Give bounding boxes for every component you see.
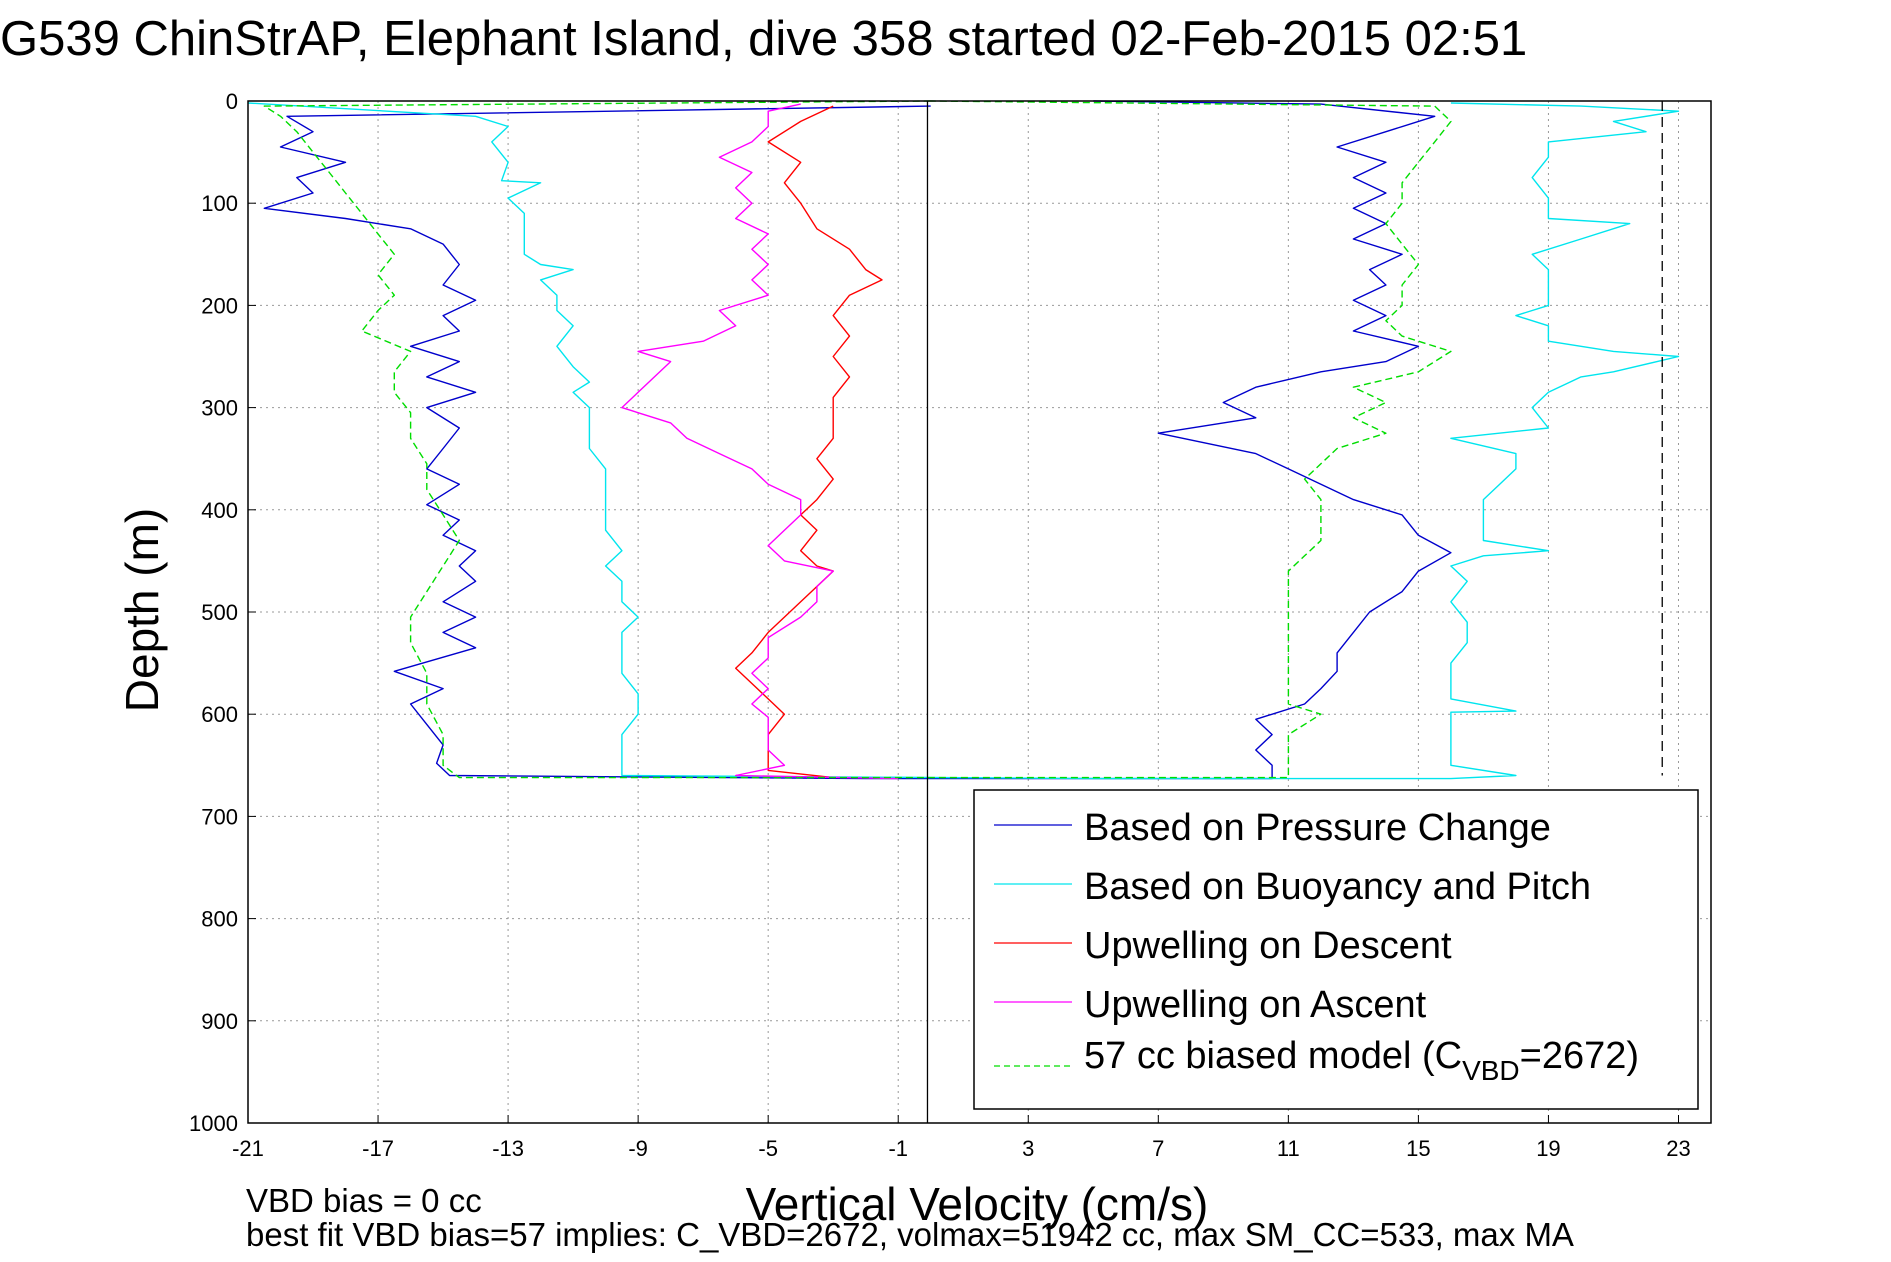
- y-ticks: 0 100 200 300 400 500 600 700 800 900 1000: [189, 89, 256, 1136]
- y-tick-label: 700: [201, 804, 238, 829]
- x-tick-label: 15: [1406, 1136, 1430, 1161]
- legend-model-suffix: =2672): [1520, 1035, 1639, 1077]
- legend-label-buoyancy: Based on Buoyancy and Pitch: [1084, 866, 1591, 908]
- divider-layer: [926, 101, 1663, 1123]
- y-tick-label: 800: [201, 907, 238, 932]
- series-line-5: [263, 100, 1452, 779]
- legend-label-descent: Upwelling on Descent: [1084, 925, 1452, 967]
- x-axis-label: Vertical Velocity (cm/s): [746, 1178, 1209, 1230]
- y-tick-label: 500: [201, 600, 238, 625]
- x-tick-label: -1: [888, 1136, 908, 1161]
- y-tick-label: 600: [201, 702, 238, 727]
- footer-line-2: best fit VBD bias=57 implies: C_VBD=2672…: [246, 1216, 1574, 1253]
- y-tick-label: 200: [201, 293, 238, 318]
- legend-model-prefix: 57 cc biased model (C: [1084, 1035, 1462, 1077]
- x-tick-label: 23: [1666, 1136, 1690, 1161]
- legend-label-ascent: Upwelling on Ascent: [1084, 984, 1427, 1026]
- x-tick-label: -13: [492, 1136, 524, 1161]
- chart-title: G539 ChinStrAP, Elephant Island, dive 35…: [0, 12, 1527, 66]
- x-ticks: -21 -17 -13 -9 -5 -1 3 7 11 15 19 23: [232, 1115, 1691, 1161]
- x-tick-label: -5: [758, 1136, 778, 1161]
- x-tick-label: 11: [1277, 1136, 1300, 1161]
- y-tick-label: 0: [226, 89, 238, 114]
- series-line-4: [621, 103, 899, 780]
- legend-label-pressure: Based on Pressure Change: [1084, 807, 1551, 849]
- x-tick-label: -17: [362, 1136, 394, 1161]
- y-tick-label: 1000: [189, 1111, 238, 1136]
- x-tick-label: 3: [1022, 1136, 1034, 1161]
- x-tick-label: 19: [1536, 1136, 1560, 1161]
- legend-box: [973, 789, 1699, 1110]
- series-line-2: [247, 102, 1680, 780]
- y-tick-label: 100: [201, 191, 238, 216]
- legend-model-subscript: VBD: [1462, 1055, 1520, 1086]
- legend: Based on Pressure Change Based on Buoyan…: [973, 789, 1699, 1110]
- y-tick-label: 400: [201, 498, 238, 523]
- y-axis-label: Depth (m): [116, 508, 168, 712]
- x-tick-label: 7: [1152, 1136, 1164, 1161]
- x-tick-label: -21: [232, 1136, 264, 1161]
- y-tick-label: 300: [201, 396, 238, 421]
- footer-line-1: VBD bias = 0 cc: [246, 1182, 482, 1219]
- y-tick-label: 900: [201, 1009, 238, 1034]
- x-tick-label: -9: [628, 1136, 648, 1161]
- legend-label-model: 57 cc biased model (CVBD=2672): [1084, 1035, 1639, 1086]
- series-layer: [247, 100, 1680, 780]
- series-line-3: [735, 105, 883, 779]
